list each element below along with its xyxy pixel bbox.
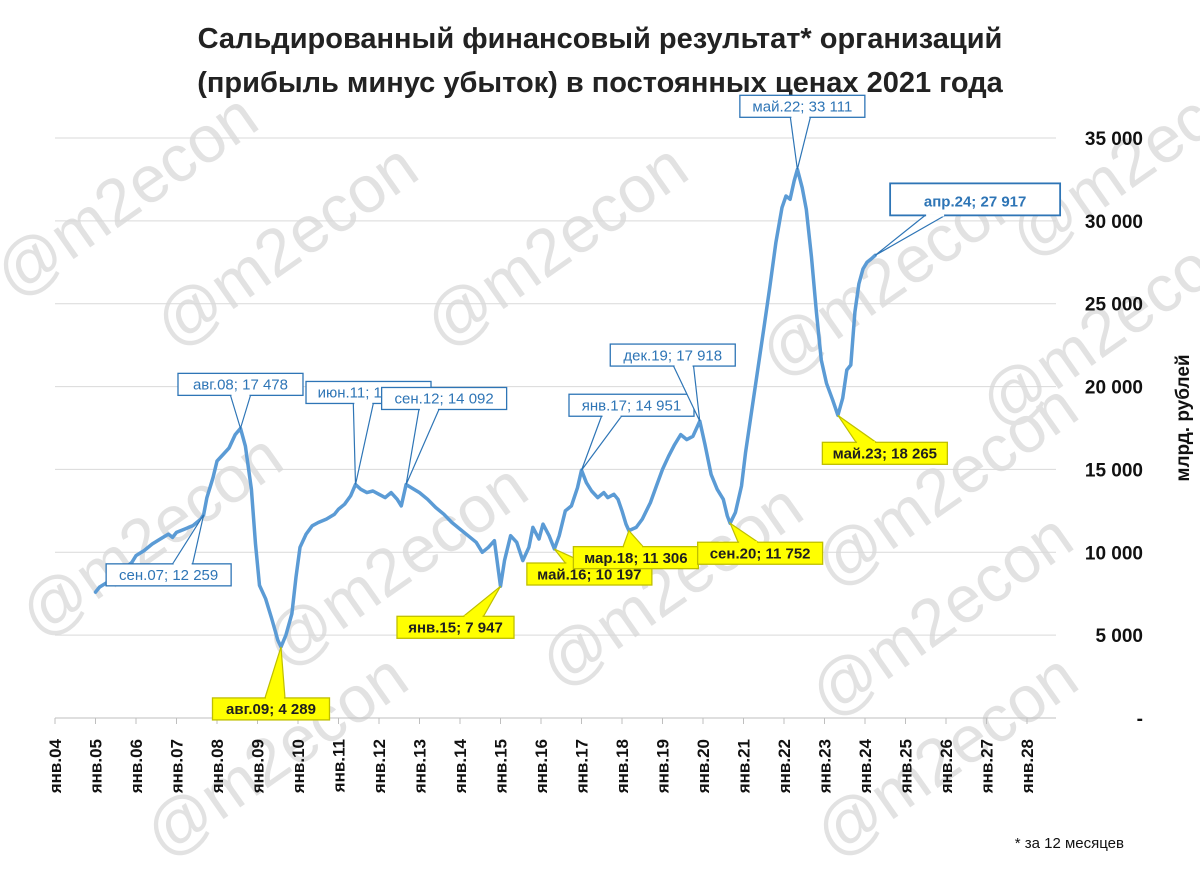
annotation-pointer	[352, 402, 375, 485]
annotation-callout: янв.15; 7 947	[396, 585, 515, 639]
annotation-label: авг.09; 4 289	[226, 701, 316, 718]
annotation-callout: май.22; 33 111	[739, 94, 866, 170]
x-tick-label: янв.23	[816, 739, 835, 794]
footnote: * за 12 месяцев	[1015, 835, 1124, 852]
annotation-callout: янв.17; 14 951	[568, 393, 695, 471]
annotation-callout: май.23; 18 265	[821, 414, 949, 465]
annotation-callout: дек.19; 17 918	[609, 343, 736, 422]
watermark-text: @m2econ	[411, 128, 701, 362]
y-tick-label: 35 000	[1085, 129, 1143, 150]
annotations: авг.08; 17 478 сен.07; 12 259 авг.09; 4 28…	[105, 94, 1062, 721]
x-tick-label: янв.12	[370, 739, 389, 794]
annotation-label: май.22; 33 111	[752, 99, 852, 116]
y-axis-label: млрд. рублей	[1173, 354, 1194, 481]
annotation-label: апр.24; 27 917	[924, 194, 1026, 211]
annotation-label: май.23; 18 265	[833, 446, 937, 463]
annotation-callout: сен.12; 14 092	[380, 386, 508, 485]
annotation-box	[889, 182, 1062, 217]
annotation-pointer	[580, 415, 623, 471]
x-tick-label: янв.04	[46, 738, 65, 794]
y-axis: - 5 000 10 000 15 000 20 000 25 000 30 000 35 0…	[1085, 129, 1143, 730]
annotation-box	[609, 343, 736, 367]
annotation-label: дек.19; 17 918	[623, 347, 722, 364]
y-tick-label: -	[1137, 709, 1143, 730]
annotation-label: май.16; 10 197	[537, 566, 641, 583]
watermark-text: @m2econ	[6, 418, 296, 652]
x-tick-label: янв.28	[1018, 739, 1037, 794]
x-tick-label: янв.11	[330, 739, 349, 793]
x-tick-label: янв.13	[411, 739, 430, 794]
x-tick-label: янв.06	[127, 739, 146, 794]
annotation-label: янв.17; 14 951	[582, 397, 681, 414]
x-tick-label: янв.09	[249, 739, 268, 794]
x-tick-label: янв.16	[532, 739, 551, 794]
y-tick-label: 15 000	[1085, 460, 1143, 481]
annotation-callout: сен.07; 12 259	[105, 514, 232, 587]
annotation-callout: мар.18; 11 306	[572, 529, 700, 570]
x-tick-label: янв.07	[168, 739, 187, 794]
annotation-pointer	[405, 408, 440, 485]
chart-title-line-2: (прибыль минус убыток) в постоянных цена…	[197, 67, 1003, 99]
x-tick-label: янв.08	[208, 739, 227, 794]
x-tick-label: янв.22	[775, 739, 794, 794]
annotation-label: сен.07; 12 259	[119, 567, 218, 584]
watermark-text: @m2econ	[966, 208, 1200, 442]
x-tick-label: янв.18	[613, 739, 632, 794]
y-tick-label: 10 000	[1085, 543, 1143, 564]
annotation-callout: авг.08; 17 478	[177, 372, 304, 431]
annotation-pointer	[837, 414, 878, 443]
annotation-box	[821, 441, 949, 465]
x-tick-label: янв.25	[897, 739, 916, 794]
x-tick-label: янв.24	[856, 738, 875, 794]
annotation-label: мар.18; 11 306	[584, 550, 687, 567]
y-tick-label: 25 000	[1085, 295, 1143, 316]
annotation-callout: апр.24; 27 917	[874, 182, 1062, 256]
chart-title-line-1: Сальдированный финансовый результат* орг…	[198, 23, 1003, 55]
annotation-callout: авг.09; 4 289	[211, 646, 331, 721]
x-tick-label: янв.17	[573, 739, 592, 794]
annotation-label: сен.20; 11 752	[710, 546, 811, 563]
annotation-label: авг.08; 17 478	[193, 377, 288, 394]
x-tick-label: янв.19	[654, 739, 673, 794]
x-tick-label: янв.10	[289, 739, 308, 794]
annotation-box	[380, 386, 508, 411]
x-tick-label: янв.26	[937, 739, 956, 794]
x-tick-label: янв.05	[87, 739, 106, 794]
y-tick-label: 30 000	[1085, 212, 1143, 233]
x-tick-label: янв.27	[978, 739, 997, 794]
y-tick-label: 5 000	[1095, 626, 1143, 647]
annotation-box	[105, 563, 232, 587]
x-tick-label: янв.20	[694, 739, 713, 794]
annotation-pointer	[789, 116, 812, 170]
annotation-callout: сен.20; 11 752	[696, 521, 824, 565]
x-tick-label: янв.15	[492, 739, 511, 794]
y-tick-label: 20 000	[1085, 378, 1143, 399]
annotation-box	[696, 541, 824, 565]
x-tick-label: янв.14	[451, 738, 470, 794]
annotation-label: янв.15; 7 947	[408, 620, 503, 637]
watermark-text: @m2econ	[996, 38, 1200, 272]
x-tick-label: янв.21	[735, 739, 754, 794]
x-axis: янв.04 янв.05 янв.06 янв.07 янв.08 янв.09 янв.…	[46, 717, 1056, 794]
annotation-pointer	[461, 585, 502, 617]
annotation-pointer	[622, 529, 645, 548]
annotation-box	[396, 615, 515, 639]
annotation-label: сен.12; 14 092	[395, 391, 494, 408]
